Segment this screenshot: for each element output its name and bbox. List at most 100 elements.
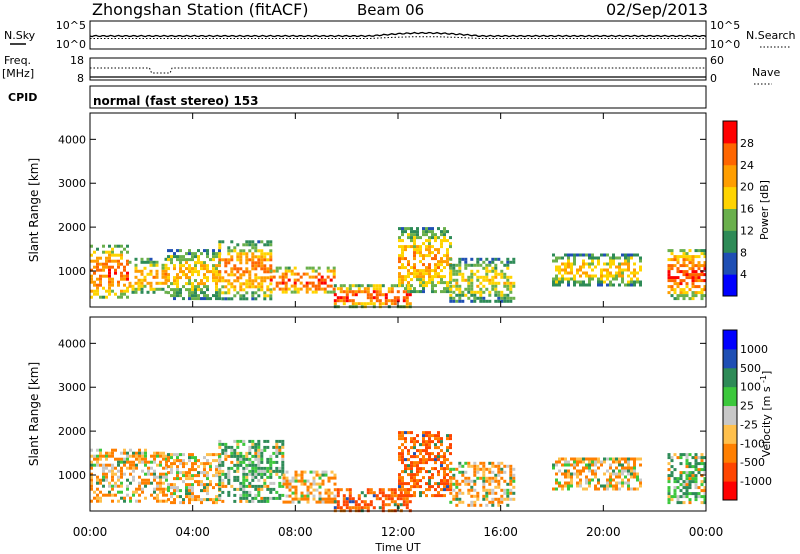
freq-left-tick-low: 8 bbox=[77, 72, 84, 85]
echo-cell-0 bbox=[162, 490, 165, 494]
echo-cell-6 bbox=[431, 236, 434, 240]
echo-cell-8 bbox=[618, 256, 621, 260]
echo-cell-0 bbox=[105, 295, 108, 299]
echo-cell-7 bbox=[597, 478, 600, 482]
y-tick-label: 2000 bbox=[58, 425, 86, 438]
echo-cell-0 bbox=[93, 292, 96, 296]
x-tick-label: 16:00 bbox=[483, 525, 518, 539]
echo-cell-7 bbox=[636, 487, 639, 491]
echo-cell-1 bbox=[191, 474, 194, 478]
echo-cell-6 bbox=[443, 290, 446, 294]
echo-cell-0 bbox=[99, 499, 102, 503]
echo-cell-0 bbox=[129, 481, 132, 485]
echo-cell-7 bbox=[573, 457, 576, 461]
echo-cell-9 bbox=[670, 264, 674, 268]
echo-cell-8 bbox=[670, 465, 674, 469]
echo-cell-8 bbox=[618, 262, 621, 266]
echo-cell-0 bbox=[90, 277, 93, 281]
echo-cell-0 bbox=[123, 451, 126, 455]
echo-cell-6 bbox=[491, 464, 495, 468]
echo-cell-2 bbox=[200, 291, 203, 295]
echo-cell-2 bbox=[269, 460, 273, 464]
echo-cell-0 bbox=[102, 463, 105, 467]
echo-cell-3 bbox=[318, 497, 322, 501]
echo-cell-3 bbox=[257, 282, 261, 286]
echo-cell-5 bbox=[401, 455, 404, 459]
echo-cell-7 bbox=[624, 466, 627, 470]
echo-cell-4 bbox=[278, 287, 282, 291]
echo-cell-4 bbox=[396, 503, 400, 507]
echo-cell-4 bbox=[284, 284, 288, 288]
echo-cell-6 bbox=[473, 479, 477, 483]
echo-cell-8 bbox=[703, 489, 707, 493]
echo-cell-7 bbox=[576, 457, 579, 461]
echo-cell-0 bbox=[93, 463, 96, 467]
echo-cell-6 bbox=[491, 476, 495, 480]
echo-cell-2 bbox=[188, 249, 191, 253]
echo-cell-8 bbox=[588, 277, 591, 281]
echo-cell-5 bbox=[413, 455, 416, 459]
echo-cell-8 bbox=[627, 265, 630, 269]
echo-cell-9 bbox=[685, 270, 689, 274]
echo-cell-4 bbox=[366, 506, 370, 510]
echo-cell-8 bbox=[552, 259, 555, 263]
echo-cell-3 bbox=[312, 497, 316, 501]
echo-cell-8 bbox=[612, 283, 615, 287]
echo-cell-0 bbox=[126, 271, 129, 275]
noise-search-line bbox=[90, 36, 706, 39]
echo-cell-5 bbox=[419, 485, 422, 489]
echo-cell-5 bbox=[440, 461, 443, 465]
echo-cell-7 bbox=[621, 469, 624, 473]
echo-cell-2 bbox=[221, 472, 225, 476]
echo-cell-2 bbox=[215, 252, 218, 256]
echo-cell-2 bbox=[257, 478, 261, 482]
echo-cell-7 bbox=[570, 478, 573, 482]
echo-cell-3 bbox=[282, 476, 286, 480]
echo-cell-9 bbox=[667, 267, 671, 271]
echo-cell-3 bbox=[257, 288, 261, 292]
echo-cell-2 bbox=[221, 481, 225, 485]
echo-cell-1 bbox=[149, 263, 153, 267]
echo-cell-7 bbox=[591, 469, 594, 473]
echo-cell-2 bbox=[215, 273, 218, 277]
echo-cell-5 bbox=[396, 299, 400, 303]
echo-cell-0 bbox=[123, 283, 126, 287]
echo-cell-8 bbox=[627, 268, 630, 272]
echo-cell-0 bbox=[102, 475, 105, 479]
echo-cell-4 bbox=[299, 275, 303, 279]
echo-cell-4 bbox=[372, 506, 376, 510]
echo-cell-3 bbox=[269, 294, 273, 298]
echo-cell-3 bbox=[245, 267, 249, 271]
echo-cell-9 bbox=[685, 255, 689, 259]
echo-cell-1 bbox=[203, 483, 206, 487]
echo-cell-8 bbox=[579, 274, 582, 278]
echo-cell-6 bbox=[437, 236, 440, 240]
echo-cell-2 bbox=[275, 490, 279, 494]
echo-cell-3 bbox=[269, 249, 273, 253]
echo-cell-1 bbox=[128, 260, 132, 264]
echo-cell-3 bbox=[309, 491, 313, 495]
echo-cell-3 bbox=[321, 500, 325, 504]
echo-cell-9 bbox=[700, 279, 704, 283]
echo-cell-7 bbox=[555, 478, 558, 482]
echo-cell-6 bbox=[419, 281, 422, 285]
echo-cell-7 bbox=[509, 296, 513, 300]
echo-cell-4 bbox=[290, 272, 294, 276]
echo-cell-3 bbox=[266, 240, 270, 244]
echo-cell-7 bbox=[618, 487, 621, 491]
echo-cell-2 bbox=[239, 493, 243, 497]
echo-cell-2 bbox=[257, 490, 261, 494]
echo-cell-5 bbox=[440, 464, 443, 468]
echo-cell-7 bbox=[470, 275, 474, 279]
echo-cell-1 bbox=[173, 453, 176, 457]
echo-cell-8 bbox=[609, 274, 612, 278]
echo-cell-4 bbox=[336, 503, 340, 507]
echo-cell-0 bbox=[165, 454, 168, 458]
echo-cell-2 bbox=[242, 457, 246, 461]
echo-cell-6 bbox=[473, 503, 477, 507]
echo-cell-9 bbox=[673, 288, 677, 292]
echo-cell-6 bbox=[449, 467, 453, 471]
echo-cell-5 bbox=[404, 494, 407, 498]
echo-cell-8 bbox=[682, 501, 686, 505]
echo-cell-2 bbox=[203, 282, 206, 286]
